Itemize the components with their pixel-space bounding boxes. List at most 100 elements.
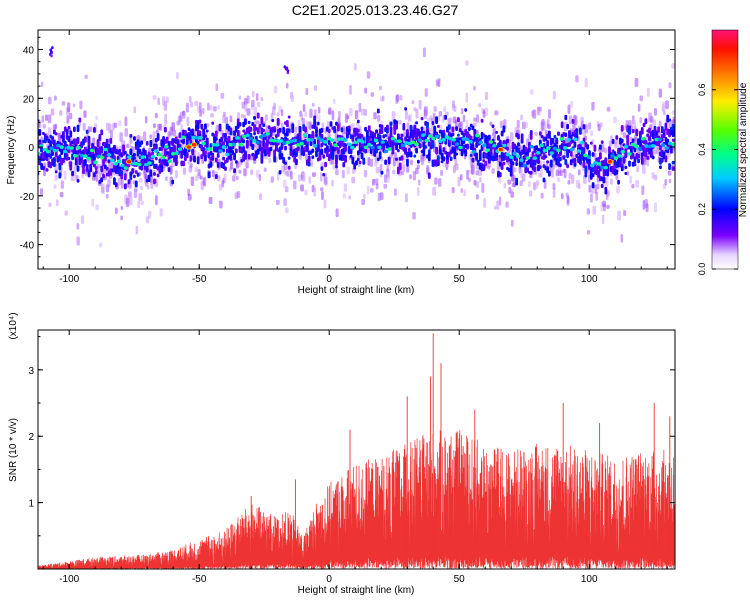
- heat-cell-650: [341, 169, 345, 179]
- heat-cell-1638: [134, 170, 138, 174]
- heat-cell-3014: [635, 130, 639, 136]
- heat-cell-3078: [659, 165, 662, 170]
- heat-cell-3111: [671, 129, 675, 138]
- heat-cell-1692: [154, 146, 158, 150]
- heat-cell-2999: [629, 148, 633, 154]
- heat-cell-3176: [241, 134, 247, 139]
- heat-cell-2477: [440, 160, 444, 164]
- heat-cell-797: [409, 174, 412, 180]
- heat-cell-1084: [541, 121, 544, 132]
- heat-cell-1855: [214, 174, 218, 179]
- heat-cell-1746: [174, 155, 178, 161]
- heat-cell-3253: [502, 143, 507, 148]
- heat-cell-3130: [86, 156, 91, 161]
- heat-cell-2365: [400, 133, 404, 138]
- heat-cell-569: [300, 184, 304, 192]
- heat-cell-2212: [344, 156, 347, 163]
- heat-cell-1974: [256, 112, 260, 119]
- heat-cell-3113: [671, 138, 675, 142]
- heat-cell-1199: [595, 191, 599, 201]
- heat-cell-1625: [131, 168, 135, 174]
- heat-cell-3278: [586, 155, 592, 160]
- heat-cell-1564: [107, 159, 111, 163]
- heat-cell-2005: [269, 146, 273, 152]
- heat-cell-647: [338, 110, 341, 120]
- heat-peak-0: [126, 159, 133, 165]
- heat-cell-2892: [591, 152, 595, 157]
- heat-cell-3215: [373, 138, 379, 143]
- heat-cell-770: [395, 94, 400, 103]
- heat-cell-1495: [83, 136, 87, 143]
- heat-cell-2807: [560, 121, 564, 129]
- heat-cell-3035: [644, 118, 648, 125]
- heat-cell-2259: [360, 133, 364, 138]
- heat-cell-3138: [113, 161, 118, 166]
- heat-cell-213: [133, 188, 138, 199]
- heat-cell-2549: [466, 143, 469, 149]
- heat-cell-1118: [557, 170, 561, 176]
- heat-cell-3196: [309, 138, 314, 142]
- heat-cell-2273: [366, 129, 369, 138]
- heat-cell-3283: [603, 165, 609, 170]
- heat-cell-1228: [609, 178, 614, 185]
- heat-cell-2928: [604, 186, 608, 195]
- heat-cell-2914: [598, 155, 602, 160]
- heat-cell-25: [47, 96, 52, 105]
- heat-cell-1331: [658, 120, 662, 128]
- heat-cell-1861: [216, 153, 220, 158]
- heat-cell-466: [253, 106, 258, 115]
- heat-cell-3171: [225, 152, 230, 157]
- heat-cell-2939: [608, 146, 611, 155]
- heat-cell-697: [363, 193, 366, 200]
- heat-cell-1687: [153, 172, 156, 176]
- heat-cell-1392: [45, 168, 49, 172]
- heat-cell-2483: [442, 147, 446, 153]
- heat-cell-2188: [335, 158, 338, 166]
- heat-cell-2781: [551, 137, 555, 144]
- heat-cell-184: [120, 205, 124, 210]
- heat-cell-1543: [100, 177, 104, 183]
- heat-cell-250: [152, 95, 157, 100]
- heat-cell-3292: [634, 144, 639, 149]
- heat-cell-1797: [193, 155, 196, 163]
- heat-cell-523: [280, 109, 284, 117]
- top-xtick-label-0: 0: [326, 274, 332, 285]
- heat-cell-2686: [517, 147, 520, 154]
- heat-cell-972: [491, 168, 495, 175]
- heat-cell-800: [412, 211, 416, 220]
- spectrogram-frame: [37, 29, 676, 270]
- heat-cell-3002: [631, 138, 635, 143]
- bot-ytick-label-3: 3: [28, 366, 34, 377]
- heat-cell-3254: [505, 152, 511, 157]
- heat-cell-1526: [94, 170, 98, 174]
- heat-cell-3181: [258, 135, 264, 139]
- heat-cell-301: [175, 72, 179, 80]
- heat-cell-1837: [207, 171, 211, 179]
- heat-cell-3059: [651, 155, 655, 160]
- heat-cell-1668: [145, 167, 149, 173]
- heat-cell-3232: [431, 136, 436, 141]
- heat-cell-1849: [211, 154, 215, 159]
- heat-cell-2908: [597, 169, 600, 178]
- heat-cell-2893: [591, 173, 595, 178]
- heat-cell-1841: [209, 161, 213, 168]
- heat-cell-3019: [637, 158, 640, 164]
- heat-cell-2033: [278, 170, 282, 175]
- heat-cell-2580: [478, 154, 482, 162]
- heat-cell-2468: [437, 124, 440, 128]
- heat-cell-1186: [590, 130, 594, 136]
- heat-cell-2124: [311, 155, 315, 159]
- heat-cell-261: [159, 208, 163, 217]
- heat-cell-2658: [506, 138, 509, 143]
- heat-cell-1889: [225, 141, 229, 147]
- heat-cell-861: [438, 111, 443, 117]
- heat-cell-1028: [517, 129, 521, 135]
- heat-cell-748: [386, 168, 390, 179]
- heat-cell-1108: [552, 90, 556, 100]
- heat-cell-1344: [664, 178, 668, 186]
- heat-cell-3141: [123, 166, 129, 170]
- heat-cell-3222: [397, 139, 402, 144]
- heat-cell-3272: [566, 138, 571, 142]
- bot-xtick-label--100: -100: [59, 574, 79, 585]
- heat-cell-919: [465, 92, 469, 103]
